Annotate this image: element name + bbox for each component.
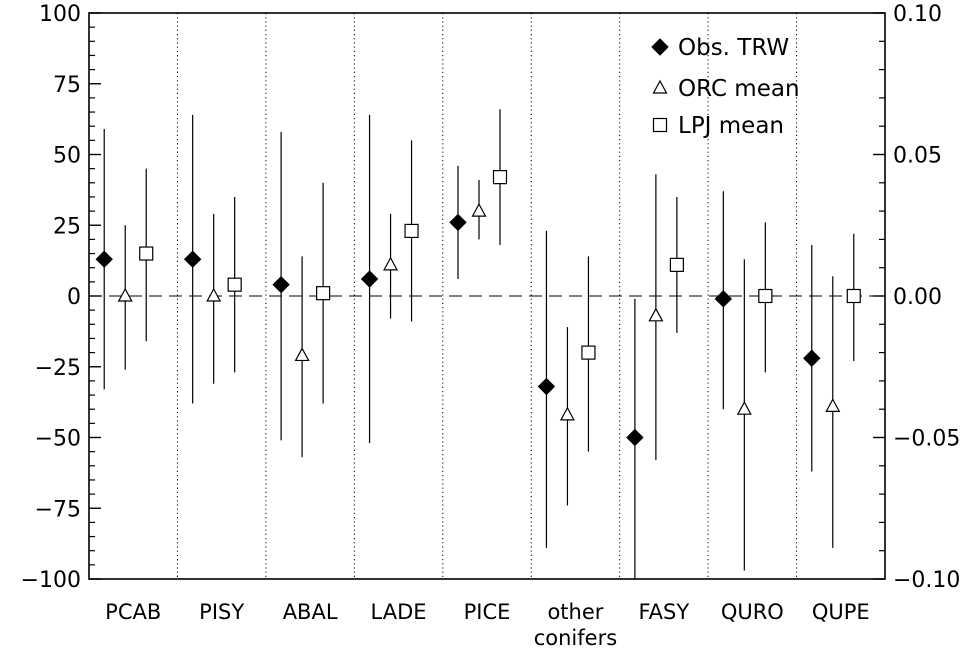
x-category-label-line: FASY bbox=[639, 600, 690, 624]
y-tick-label: −100 bbox=[21, 568, 81, 593]
y2-tick-label: −0.10 bbox=[893, 568, 960, 593]
obs-trw-marker bbox=[95, 250, 113, 268]
orc-mean-marker bbox=[648, 307, 664, 322]
x-category-label-line: PISY bbox=[199, 600, 244, 624]
obs-trw-marker bbox=[360, 270, 379, 288]
lpj-mean-marker bbox=[227, 277, 242, 292]
x-category-label: QURO bbox=[721, 600, 784, 624]
legend-label: ORC mean bbox=[678, 76, 800, 102]
x-category-label: PISY bbox=[199, 600, 244, 624]
x-category-label-line: QURO bbox=[721, 600, 784, 624]
orc-mean-marker bbox=[117, 287, 133, 302]
lpj-mean-marker bbox=[581, 345, 596, 360]
obs-trw-marker bbox=[626, 428, 644, 447]
orc-mean-marker bbox=[736, 400, 752, 415]
x-category-label-line: PCAB bbox=[105, 600, 161, 624]
y-tick-label: −50 bbox=[35, 427, 81, 452]
grid-layer bbox=[89, 13, 885, 579]
y-tick-label: 25 bbox=[53, 214, 81, 239]
x-category-label-line: conifers bbox=[534, 626, 617, 650]
legend-label: LPJ mean bbox=[678, 113, 784, 139]
y2-tick-label: 0.10 bbox=[893, 2, 942, 27]
x-category-label: PCAB bbox=[105, 600, 161, 624]
legend-label: Obs. TRW bbox=[678, 35, 789, 61]
obs-trw-marker bbox=[537, 377, 556, 396]
obs-trw-marker bbox=[803, 349, 821, 367]
y2-tick-label: 0.00 bbox=[893, 285, 942, 310]
obs-trw-marker bbox=[183, 250, 202, 268]
x-category-label: LADE bbox=[371, 600, 427, 624]
lpj-mean-marker bbox=[139, 246, 154, 261]
x-category-label-line: PICE bbox=[464, 600, 511, 624]
lpj-mean-marker bbox=[846, 288, 861, 304]
y-tick-label: −25 bbox=[35, 356, 81, 381]
lpj-mean-marker bbox=[669, 257, 684, 272]
orc-mean-marker bbox=[206, 287, 222, 302]
x-category-label-line: QUPE bbox=[812, 600, 870, 624]
x-category-label-line: ABAL bbox=[283, 600, 338, 624]
y2-tick-label: −0.05 bbox=[893, 427, 960, 452]
y-tick-label: 100 bbox=[39, 2, 81, 27]
y-tick-label: 0 bbox=[67, 285, 81, 310]
obs-trw-marker bbox=[714, 290, 733, 308]
orc-mean-marker bbox=[559, 406, 575, 421]
orc-mean-marker bbox=[383, 256, 399, 271]
lpj-mean-marker bbox=[404, 223, 419, 239]
orc-mean-marker bbox=[471, 202, 487, 217]
orc-mean-marker bbox=[825, 398, 841, 412]
obs-trw-marker bbox=[449, 213, 467, 232]
y-tick-label: 75 bbox=[53, 73, 81, 98]
legend: Obs. TRW ORC mean LPJ mean bbox=[651, 35, 800, 139]
y2-tick-label: 0.05 bbox=[893, 144, 942, 169]
y-tick-label: −75 bbox=[35, 497, 81, 522]
x-category-label: PICE bbox=[464, 600, 511, 624]
obs-trw-marker bbox=[651, 38, 669, 56]
lpj-mean-marker bbox=[652, 117, 668, 133]
x-category-label-line: LADE bbox=[371, 600, 427, 624]
x-category-label: QUPE bbox=[812, 600, 870, 624]
series-layer bbox=[95, 109, 861, 579]
obs-trw-marker bbox=[272, 275, 290, 294]
orc-mean-marker bbox=[294, 347, 310, 362]
x-category-label: FASY bbox=[639, 600, 690, 624]
x-category-label: ABAL bbox=[283, 600, 338, 624]
x-category-label-line: other bbox=[547, 600, 603, 624]
x-category-label: other conifers bbox=[534, 600, 617, 650]
lpj-mean-marker bbox=[758, 288, 773, 304]
axes-layer: 100 75 50 25 0 −25 −50 −75 −100 0.10 0.05 0.00 −0.05… bbox=[21, 2, 961, 650]
lpj-mean-marker bbox=[316, 286, 331, 301]
y-tick-label: 50 bbox=[53, 144, 81, 169]
orc-mean-marker bbox=[652, 79, 668, 94]
lpj-mean-marker bbox=[492, 170, 508, 185]
